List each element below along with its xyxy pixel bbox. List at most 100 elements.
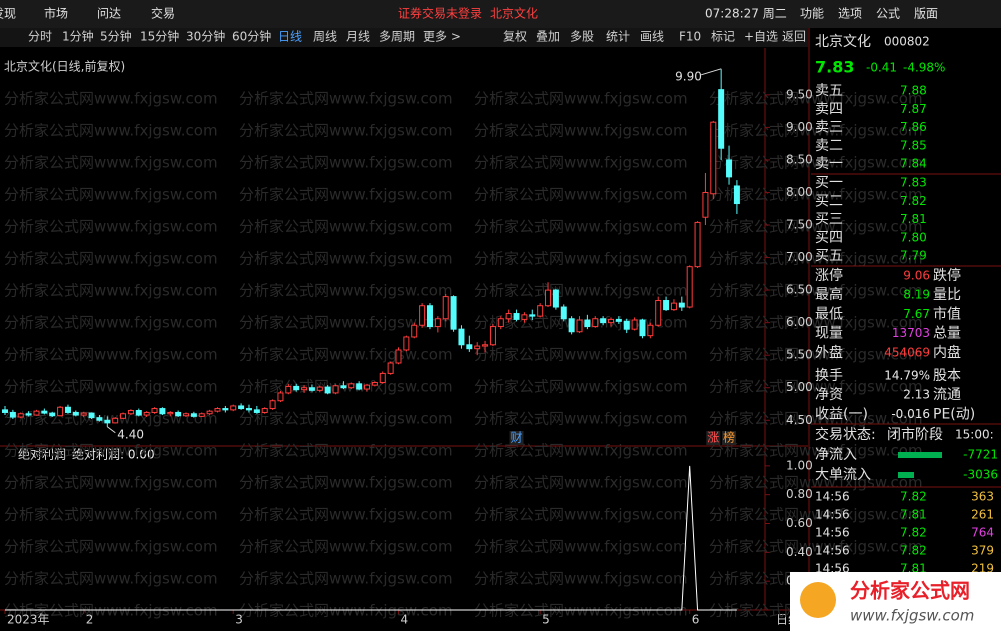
watermark: 分析家公式网www.fxjgsw.com (709, 378, 923, 396)
watermark: 分析家公式网www.fxjgsw.com (4, 250, 218, 268)
toolbar-button[interactable]: 多周期 (379, 30, 415, 44)
candle-body (434, 318, 441, 328)
candle-body (308, 387, 315, 391)
event-label: 榜 (723, 430, 735, 445)
toolbar-button[interactable]: +自选 (744, 30, 778, 44)
ask-price: 7.87 (900, 102, 927, 116)
candle-body (387, 362, 394, 374)
watermark: 分析家公式网www.fxjgsw.com (4, 314, 218, 332)
indicator-line (5, 465, 737, 611)
candle-body (285, 385, 292, 394)
status-time: 15:00: (955, 428, 994, 442)
toolbar-button[interactable]: 多股 (570, 30, 594, 44)
change-pct: -4.98% (903, 61, 945, 75)
candle-body (245, 408, 252, 411)
candle-body (120, 413, 127, 419)
toolbar-button[interactable]: 60分钟 (232, 29, 271, 44)
candle-body (615, 318, 622, 322)
toolbar-button[interactable]: 周线 (313, 30, 337, 44)
candle-body (600, 318, 607, 324)
candle-body (710, 121, 717, 195)
y-tick-label: 8.50 (786, 152, 813, 166)
toolbar-button[interactable]: 标记 (711, 30, 735, 44)
watermark: 分析家公式网www.fxjgsw.com (4, 570, 218, 588)
menu-item[interactable]: 发现 (0, 6, 16, 21)
candle-body (592, 318, 599, 328)
candle-body (49, 412, 56, 417)
menu-item[interactable]: 交易 (151, 6, 175, 21)
watermark: 分析家公式网www.fxjgsw.com (4, 346, 218, 364)
price: 7.83 (815, 58, 854, 77)
toolbar-button[interactable]: 复权 (503, 30, 527, 44)
candle-body (419, 305, 426, 326)
toolbar-button[interactable]: 分时 (28, 30, 52, 44)
x-tick-label: 5 (542, 613, 550, 627)
trade-time: 14:56 (815, 526, 850, 540)
candle-body (702, 191, 709, 218)
toolbar-button[interactable]: 30分钟 (186, 29, 225, 44)
logo-icon (800, 582, 836, 618)
candle-body (112, 417, 119, 424)
candle-body (64, 406, 71, 413)
toolbar-button[interactable]: 更多 > (423, 30, 461, 44)
menu-item[interactable]: 问达 (97, 7, 121, 21)
stat-label: 最低 (815, 306, 843, 322)
trade-price: 7.81 (900, 508, 927, 522)
toolbar-button[interactable]: 5分钟 (100, 29, 132, 44)
candle-body (340, 385, 347, 389)
ask-label: 卖四 (815, 101, 843, 117)
toolbar-button[interactable]: 画线 (640, 30, 664, 44)
candle-body (25, 413, 32, 416)
status-label: 交易状态: (815, 426, 876, 443)
toolbar-button[interactable]: 1分钟 (62, 29, 94, 44)
watermark: 分析家公式网www.fxjgsw.com (4, 122, 218, 140)
watermark: 分析家公式网www.fxjgsw.com (709, 314, 923, 332)
stat-value: 7.67 (903, 307, 930, 321)
candle-body (96, 417, 103, 421)
toolbar-button[interactable]: 统计 (606, 30, 630, 44)
bid-label: 买二 (815, 193, 843, 209)
watermark: 分析家公式网www.fxjgsw.com (709, 410, 923, 428)
watermark: 分析家公式网www.fxjgsw.com (709, 538, 923, 556)
candle-body (127, 410, 134, 415)
toolbar-button[interactable]: 叠加 (536, 30, 560, 44)
candle-body (450, 296, 457, 330)
trade-volume: 379 (971, 544, 994, 558)
menu-item[interactable]: 版面 (914, 7, 938, 21)
watermark: 分析家公式网www.fxjgsw.com (4, 442, 218, 460)
candle-body (17, 413, 24, 418)
bid-label: 买五 (815, 248, 843, 264)
candle-body (379, 372, 386, 384)
candle-body (545, 289, 552, 307)
stat-label: 收益(一) (815, 406, 868, 422)
menu-item[interactable]: 市场 (44, 6, 68, 21)
x-tick-label: 2023年 (7, 613, 50, 627)
ask-price: 7.88 (900, 84, 927, 98)
candle-body (175, 411, 182, 417)
candle-body (41, 410, 48, 414)
toolbar-button[interactable]: 返回 (782, 30, 806, 44)
y-tick-label: 6.50 (786, 283, 813, 297)
toolbar-button[interactable]: 15分钟 (140, 29, 179, 44)
trade-volume: 261 (971, 508, 994, 522)
menu-item[interactable]: 公式 (876, 7, 900, 21)
trade-price: 7.82 (900, 526, 927, 540)
trade-time: 14:56 (815, 490, 850, 504)
menu-item[interactable]: 选项 (838, 7, 862, 21)
stat-label: 内盘 (933, 344, 961, 361)
toolbar-button[interactable]: 月线 (346, 30, 370, 44)
toolbar-button[interactable]: F10 (679, 30, 701, 44)
toolbar (0, 28, 808, 47)
watermark: 分析家公式网www.fxjgsw.com (4, 538, 218, 556)
candle-body (489, 326, 496, 346)
candle-body (529, 314, 536, 317)
candle-body (497, 318, 504, 328)
toolbar-button[interactable]: 日线 (278, 30, 302, 44)
menu-item[interactable]: 功能 (800, 7, 824, 21)
ask-label: 卖五 (815, 83, 843, 99)
watermark: 分析家公式网www.fxjgsw.com (474, 346, 688, 364)
candle-body (293, 385, 300, 391)
candle-body (9, 411, 16, 418)
candle-body (576, 319, 583, 333)
